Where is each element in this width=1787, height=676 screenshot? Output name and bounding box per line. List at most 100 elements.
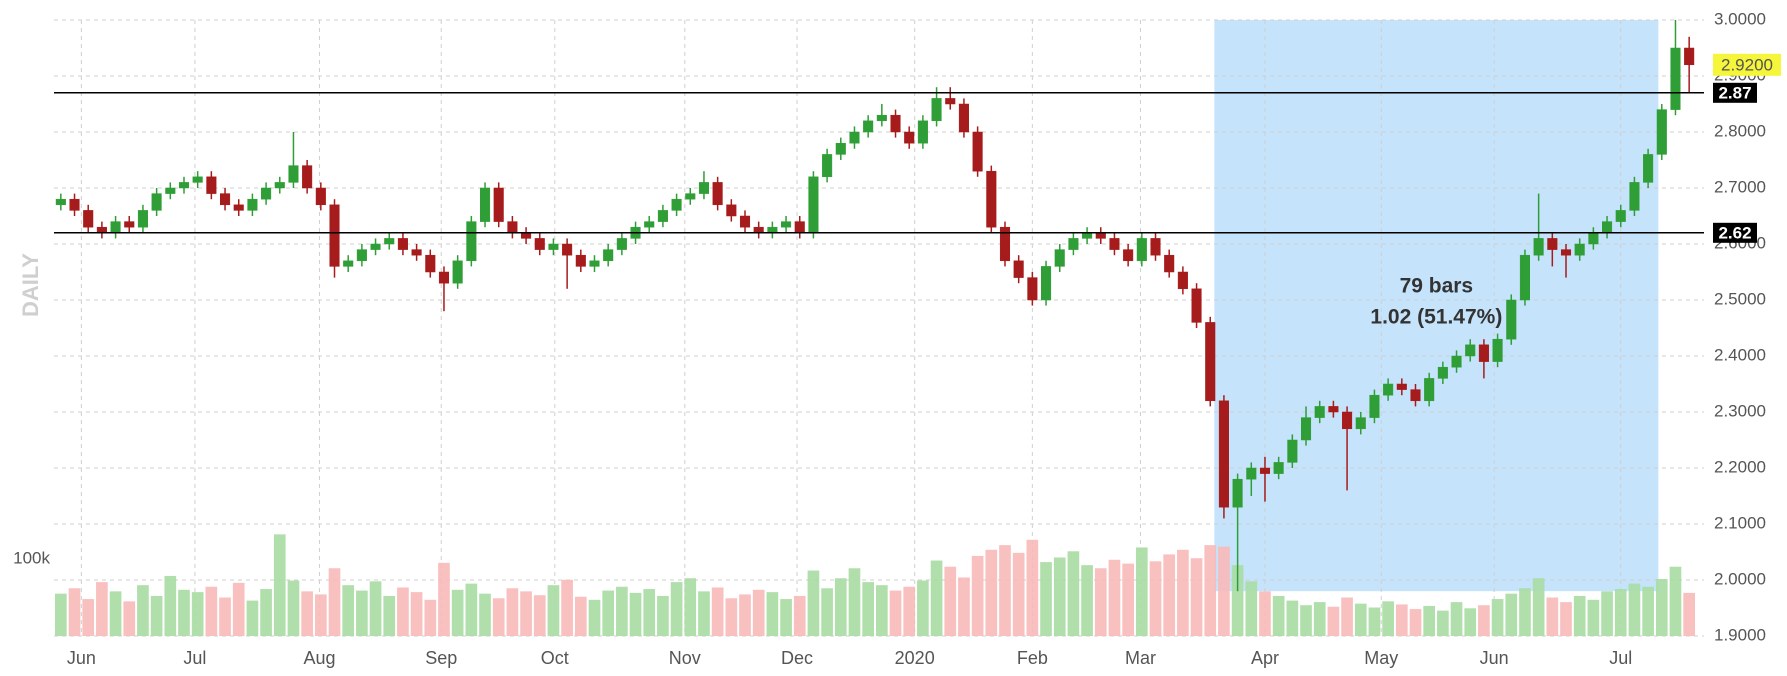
volume-bar [876,585,888,636]
volume-bar [219,597,231,636]
x-tick-label: Nov [669,648,701,668]
candle-body [575,254,586,267]
volume-bar [1437,610,1449,636]
candle-body [397,238,408,250]
volume-bar [1669,566,1682,636]
candle-body [1560,249,1572,256]
volume-bar [191,592,204,636]
candle-body [1095,232,1106,239]
candle-body [1588,232,1599,245]
candle-body [411,249,422,256]
x-tick-label: Jun [1480,648,1509,668]
volume-bar [1272,595,1285,636]
volume-bar [424,599,437,636]
candle-body [849,131,860,144]
volume-bar [629,592,642,636]
volume-bar [684,578,697,636]
candle-body [1082,232,1093,239]
candle-body [603,249,614,262]
volume-bar [479,593,491,636]
x-tick-label: Aug [303,648,335,668]
candle-body [438,271,450,284]
y-tick-label: 2.0000 [1714,569,1766,588]
volume-bar [68,588,81,636]
volume-bar [821,588,833,636]
volume-bar [725,598,738,636]
candle-body [1383,383,1394,396]
candle-body [1314,406,1325,418]
candle-body [370,243,381,250]
volume-bar [547,585,560,636]
volume-bar [96,582,108,636]
volume-bar [999,545,1011,636]
measure-bars: 79 bars [1400,275,1474,298]
volume-bar [1245,581,1258,636]
candle-body [712,182,723,206]
x-tick-label: Apr [1251,648,1279,668]
y-tick-label: 1.9000 [1714,625,1766,644]
measure-change: 1.02 (51.47%) [1370,306,1502,329]
candle-body [1287,439,1298,463]
volume-bar [1053,557,1066,636]
volume-bar [1368,607,1381,636]
volume-bar [574,596,587,636]
volume-bar [807,570,820,636]
candle-body [1218,400,1229,508]
volume-bar [780,599,792,636]
volume-bar [438,562,450,636]
candle-body [247,198,258,211]
candle-body [1656,109,1667,155]
candle-body [1574,243,1585,256]
candle-body [644,221,655,228]
y-tick-label: 2.1000 [1714,513,1766,532]
volume-bar [287,580,300,636]
volume-bar [1122,563,1134,636]
volume-bar [301,591,313,636]
candle-body [1342,411,1353,430]
candle-body [767,226,778,234]
candle-body [165,187,176,194]
candle-body [315,187,326,206]
candle-body [1177,271,1188,290]
volume-bar [1519,588,1531,636]
candle-body [356,249,367,262]
volume-bar [465,583,478,636]
candle-body [110,221,121,234]
volume-bar [1560,602,1572,636]
volume-bar [410,592,423,636]
candle-body [124,221,135,228]
volume-bar [1546,597,1559,636]
volume-bar [1177,549,1189,636]
candle-body [220,193,231,206]
candle-body [1259,467,1271,474]
candle-body [55,198,66,206]
y-tick-label: 2.2000 [1714,457,1766,476]
volume-bar [1286,600,1299,636]
volume-bar [232,582,245,636]
volume-bar [1628,583,1641,636]
candle-body [261,187,272,200]
volume-bar [1614,589,1627,636]
volume-bar [1573,595,1586,636]
candle-body [1109,238,1120,250]
candle-body [1123,249,1134,262]
candle-body [1246,467,1257,480]
candle-body [178,182,190,189]
volume-bar [1026,539,1039,636]
candle-body [1437,366,1448,379]
volume-bar [328,568,341,636]
candle-body [1547,238,1558,250]
volume-bar [150,595,163,636]
volume-bar [1094,568,1107,636]
candle-body [616,238,627,250]
x-tick-label: Sep [425,648,457,668]
candle-body [233,204,244,211]
volume-bar [848,568,861,636]
candle-body [384,238,395,245]
candle-body [151,193,162,211]
volume-bar [383,595,396,636]
volume-bar [533,595,546,636]
candle-body [808,176,819,234]
volume-bar [82,599,95,636]
